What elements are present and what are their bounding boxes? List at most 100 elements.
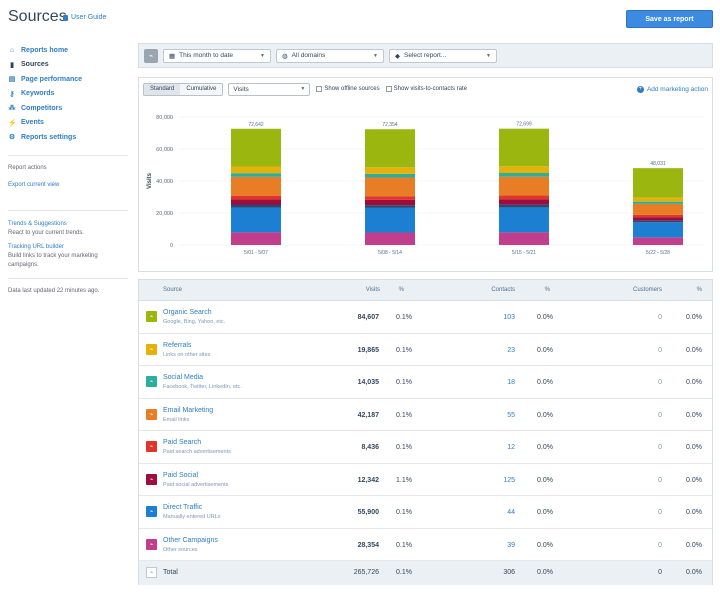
source-name-link[interactable]: Social Media [163,374,204,381]
sidebar-nav: ⌂ Reports home ▮ Sources ▤ Page performance ⚷ K… [8,43,128,145]
source-name-link[interactable]: Direct Traffic [163,504,203,511]
sidebar-item-keywords[interactable]: ⚷ Keywords [8,87,128,102]
source-name-link[interactable]: Referrals [163,341,192,349]
sidebar-item-sources[interactable]: ▮ Sources [8,58,128,73]
add-marketing-action-link[interactable]: + Add marketing action [636,85,708,93]
col-customers[interactable]: Customers [632,287,662,293]
row-customers: 0 [658,346,662,354]
date-range-select[interactable]: ▦ This month to date ▼ [163,48,271,63]
sidebar-item-reports-settings[interactable]: ⚙ Reports settings [8,130,128,145]
visits-to-contacts-checkbox[interactable]: Show visits-to-contacts rate [385,86,467,92]
bar-segment [231,205,281,208]
row-customers: 0 [658,444,662,451]
row-visits-pct: 0.1% [396,379,412,386]
table-row: ⌁ Paid Social Paid social advertisements 12… [139,464,712,496]
x-tick-label: 5/01 - 5/07 [244,250,268,256]
gear-icon: ⚙ [8,134,16,142]
row-contacts-pct: 0.0% [537,379,553,386]
row-customers-pct: 0.0% [686,379,702,386]
bar-segment [231,176,281,196]
sidebar-item-page-performance[interactable]: ▤ Page performance [8,72,128,87]
row-contacts[interactable]: 12 [507,444,515,451]
source-name-link[interactable]: Paid Search [163,439,202,446]
key-icon: ⚷ [9,90,15,98]
source-name-link[interactable]: Organic Search [163,309,212,316]
offline-sources-checkbox[interactable]: Show offline sources [316,86,380,92]
row-contacts[interactable]: 39 [507,541,515,549]
plus-icon: + [636,85,644,93]
col-contacts[interactable]: Contacts [491,287,515,293]
checkbox-box[interactable] [385,86,392,92]
tag-icon: ◆ [395,52,400,60]
source-description: Links on other sites [163,351,211,358]
page-title: Sources [8,8,67,25]
tracking-url-builder-link[interactable]: Tracking URL builder [8,244,64,250]
row-contacts[interactable]: 44 [507,509,515,516]
save-as-report-button[interactable]: Save as report [626,10,713,28]
user-guide-link[interactable]: User Guide [63,14,106,21]
trends-suggestions-link[interactable]: Trends & Suggestions [8,221,67,227]
table-row: ⌁ Referrals Links on other sites 19,865 0.1%… [139,334,712,366]
source-name-link[interactable]: Email Marketing [163,406,214,414]
bar-segment [365,173,415,178]
sidebar-item-competitors[interactable]: ⁂ Competitors [8,101,128,116]
user-guide-label[interactable]: User Guide [71,14,107,21]
row-visits-pct: 0.1% [396,444,412,451]
bar-total-label: 72,699 [516,122,532,128]
row-contacts[interactable]: 18 [507,379,515,386]
chevron-down-icon: ▼ [300,86,306,92]
bar-segment [365,167,415,174]
col-visits[interactable]: Visits [365,287,380,293]
bar-segment [499,232,549,245]
book-icon [63,14,68,21]
bar-segment [365,129,415,168]
report-select[interactable]: ◆ Select report... ▼ [389,48,497,63]
sidebar-item-events[interactable]: ⚡ Events [8,116,128,131]
col-source[interactable]: Source [163,287,183,293]
x-tick-label: 5/08 - 5/14 [378,250,402,256]
cumulative-tab[interactable]: Cumulative [180,83,223,95]
export-current-view-link[interactable]: Export current view [8,182,60,188]
date-range-value: This month to date [179,52,233,59]
bar-segment [365,196,415,200]
source-name-link[interactable]: Paid Social [163,471,199,479]
total-contacts-pct: 0.0% [537,569,553,576]
bar-segment [633,168,683,198]
total-row: ⌁ Total 265,726 0.1% 306 0.0% 0 0.0% [139,561,712,585]
source-description: Google, Bing, Yahoo, etc. [163,319,226,325]
report-value: Select report... [404,52,447,59]
row-contacts-pct: 0.0% [537,444,553,451]
domain-select[interactable]: ◍ All domains ▼ [276,48,384,63]
row-customers: 0 [658,379,662,386]
sources-filter-icon[interactable]: ⌁ [144,48,158,63]
visits-chart: 80,000 60,000 40,000 20,000 0 Visits 72,642 5/0… [147,115,704,256]
sidebar-item-label: Page performance [21,75,83,83]
row-customers-pct: 0.0% [686,476,702,484]
y-tick-label: 40,000 [156,179,173,185]
bar-segment [633,217,683,221]
metric-value: Visits [233,85,249,93]
row-contacts-pct: 0.0% [537,541,553,549]
bar-segment [365,232,415,245]
bar-segment [365,207,415,233]
row-contacts[interactable]: 103 [503,314,515,321]
bar-segment [633,220,683,223]
row-customers-pct: 0.0% [686,411,702,419]
row-visits: 19,865 [357,346,379,354]
y-tick-label: 0 [170,243,173,249]
checkbox-box[interactable] [316,86,323,92]
sidebar-item-reports-home[interactable]: ⌂ Reports home [8,43,128,58]
row-contacts[interactable]: 125 [503,476,515,484]
row-contacts[interactable]: 23 [507,346,515,354]
y-tick-label: 80,000 [156,115,173,121]
row-contacts[interactable]: 55 [507,411,515,419]
source-name-link[interactable]: Other Campaigns [163,536,218,544]
standard-tab[interactable]: Standard [144,83,181,95]
source-description: Paid search advertisements [163,449,231,455]
table-row: ⌁ Organic Search Google, Bing, Yahoo, etc.… [139,301,712,334]
row-customers: 0 [658,541,662,549]
x-tick-label: 5/22 - 5/28 [646,250,670,256]
metric-select[interactable]: Visits ▼ [228,82,311,96]
add-marketing-action-label[interactable]: Add marketing action [646,85,708,93]
bar-segment [633,237,683,245]
